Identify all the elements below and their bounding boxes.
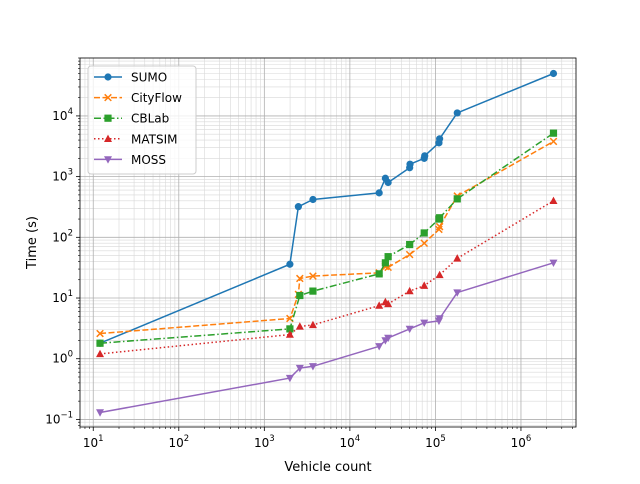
series-cityflow-point [549, 137, 558, 146]
series-matsim-line [99, 200, 554, 355]
series-sumo-point [453, 109, 461, 117]
x-tick-label: 102 [168, 434, 189, 450]
series-matsim-point [420, 281, 429, 289]
series-cblab-point [296, 291, 304, 300]
series-matsim [96, 196, 558, 358]
legend-marker-sumo [104, 73, 112, 81]
series-layer [96, 69, 558, 417]
series-sumo-point [286, 260, 294, 268]
legend-marker-matsim [104, 134, 112, 142]
y-tick-label: 100 [52, 350, 73, 366]
series-matsim-point [96, 349, 105, 358]
series-sumo-point [436, 135, 444, 143]
series-cblab [96, 129, 558, 347]
legend-marker-cityflow [104, 93, 112, 102]
x-tick-label: 104 [340, 434, 361, 450]
series-cityflow-point [420, 239, 429, 248]
axis-ticks: 101 102 103 104 105 106 10−1 100 101 102 103 104 [45, 57, 573, 450]
series-matsim-point [453, 254, 462, 262]
legend-box [87, 65, 197, 175]
series-cityflow-point [435, 222, 444, 231]
series-sumo-point [384, 178, 392, 187]
series-sumo-point [421, 152, 429, 160]
series-moss-point [405, 325, 414, 334]
plot-frame [79, 57, 577, 428]
series-moss-point [453, 289, 462, 297]
series-matsim-point [435, 270, 444, 279]
legend-label-matsim: MATSIM [131, 132, 177, 146]
series-sumo-point [375, 189, 383, 197]
y-tick-label: 104 [52, 107, 73, 123]
series-moss-point [549, 259, 558, 268]
minor-grid [79, 57, 576, 427]
series-matsim-point [375, 301, 384, 309]
legend: SUMO CityFlow CBLab MATSIM MOSS [87, 65, 197, 175]
series-moss-point [308, 363, 317, 371]
x-tick-label: 105 [425, 434, 446, 450]
series-sumo-point [549, 69, 558, 78]
series-moss-point [375, 343, 384, 351]
series-matsim-point [549, 196, 558, 204]
series-matsim-point [295, 322, 304, 330]
x-tick-label: 101 [83, 434, 104, 450]
y-axis-label: Time (s) [25, 216, 40, 270]
series-matsim-point [308, 320, 317, 329]
series-cblab-point [286, 325, 294, 333]
series-cblab-point [420, 229, 428, 237]
series-matsim-point [405, 286, 414, 295]
legend-label-sumo: SUMO [131, 71, 167, 85]
series-cblab-point [96, 339, 104, 347]
x-tick-label: 106 [511, 434, 532, 450]
series-sumo-point [309, 195, 317, 204]
legend-marker-cblab [104, 114, 112, 122]
legend-item-matsim: MATSIM [94, 132, 177, 146]
legend-item-sumo: SUMO [94, 71, 167, 85]
legend-marker-moss [104, 156, 112, 164]
legend-item-cblab: CBLab [94, 112, 169, 126]
series-moss-point [435, 315, 444, 323]
y-tick-label: 10−1 [45, 410, 73, 426]
series-cblab-point [406, 240, 414, 249]
series-cblab-point [549, 129, 558, 137]
y-tick-label: 103 [52, 168, 73, 184]
legend-item-cityflow: CityFlow [94, 91, 182, 105]
series-moss-point [285, 374, 294, 383]
legend-label-moss: MOSS [131, 153, 166, 167]
series-sumo [96, 69, 558, 347]
series-moss-point [96, 409, 105, 417]
legend-item-moss: MOSS [94, 153, 166, 167]
series-cblab-point [375, 270, 383, 278]
series-cblab-point [309, 287, 317, 295]
series-sumo-point [406, 160, 414, 168]
series-cityflow-point [405, 250, 414, 259]
series-cityflow-point [296, 274, 304, 283]
x-axis-label: Vehicle count [284, 460, 371, 475]
legend-label-cityflow: CityFlow [131, 91, 182, 105]
series-matsim-point [285, 330, 294, 338]
series-matsim-point [384, 299, 393, 308]
series-moss-point [420, 319, 429, 328]
series-sumo-point [294, 203, 302, 211]
series-moss-point [384, 334, 393, 343]
series-cityflow-point [96, 329, 104, 338]
series-cblab-point [381, 259, 389, 267]
series-cblab-point [384, 253, 392, 261]
legend-label-cblab: CBLab [131, 112, 169, 126]
series-cblab-point [436, 214, 444, 222]
series-moss-point [295, 364, 304, 373]
series-cityflow-point [309, 272, 317, 280]
y-tick-label: 101 [52, 289, 73, 305]
series-moss [96, 259, 558, 417]
y-tick-label: 102 [52, 228, 73, 244]
x-tick-label: 103 [254, 434, 275, 450]
series-cblab-point [453, 195, 461, 203]
